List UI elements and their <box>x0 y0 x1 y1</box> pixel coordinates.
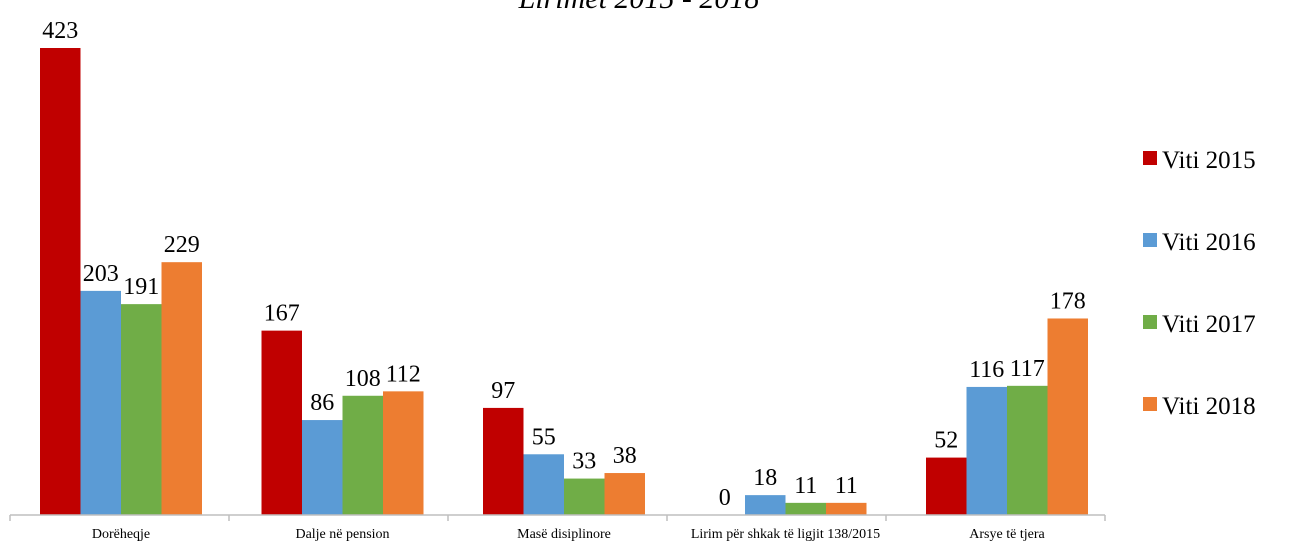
bars-group <box>40 48 1088 515</box>
bar <box>564 478 605 515</box>
legend-swatch <box>1143 233 1157 247</box>
data-label: 112 <box>386 361 421 387</box>
category-label: Masë disiplinore <box>517 527 611 542</box>
category-label: Dalje në pension <box>295 527 389 542</box>
legend-label: Viti 2015 <box>1162 147 1256 174</box>
legend-swatch <box>1143 315 1157 329</box>
data-label: 167 <box>264 301 300 327</box>
bar <box>483 407 524 515</box>
bar <box>826 502 867 515</box>
legend-label: Viti 2017 <box>1162 311 1256 338</box>
data-label: 86 <box>310 390 334 416</box>
bar <box>1007 385 1048 515</box>
data-label: 0 <box>719 485 731 511</box>
data-label: 33 <box>572 449 596 475</box>
bar <box>1047 318 1088 515</box>
data-label: 229 <box>164 232 200 258</box>
data-label: 108 <box>345 366 381 392</box>
data-label: 117 <box>1010 356 1045 382</box>
bar <box>966 386 1007 515</box>
data-label: 97 <box>491 378 515 404</box>
bar <box>785 502 826 515</box>
chart-title: Lirimet 2015 - 2018 <box>518 0 760 15</box>
legend-label: Viti 2018 <box>1162 393 1256 420</box>
bar <box>261 330 302 515</box>
bar <box>40 48 81 515</box>
data-label: 203 <box>83 261 119 287</box>
data-label: 116 <box>969 357 1004 383</box>
legend-label: Viti 2016 <box>1162 229 1256 256</box>
bar <box>302 420 343 515</box>
x-axis-ticks <box>9 515 1106 521</box>
legend: Viti 2015 Viti 2016 Viti 2017 Viti 2018 <box>1143 147 1256 420</box>
legend-swatch <box>1143 151 1157 165</box>
data-label: 178 <box>1050 288 1086 314</box>
legend-swatch <box>1143 397 1157 411</box>
bar <box>383 391 424 515</box>
bar <box>342 395 383 515</box>
bar <box>604 473 645 515</box>
category-label: Arsye të tjera <box>969 527 1045 542</box>
category-label: Lirim për shkak të ligjit 138/2015 <box>691 527 880 542</box>
data-label: 55 <box>532 424 556 450</box>
bar <box>121 304 162 515</box>
bar <box>80 290 121 515</box>
data-label: 38 <box>613 443 637 469</box>
data-label: 52 <box>934 428 958 454</box>
bar <box>161 262 202 515</box>
data-label: 11 <box>794 473 817 499</box>
bar <box>926 457 967 515</box>
data-label: 191 <box>123 274 159 300</box>
category-label: Dorëheqje <box>92 527 150 542</box>
category-labels-group: Dorëheqje Dalje në pension Masë disiplinor… <box>92 527 1046 542</box>
data-label: 423 <box>42 18 78 44</box>
data-label: 11 <box>835 473 858 499</box>
data-label: 18 <box>753 465 777 491</box>
bar <box>523 454 564 515</box>
bar <box>745 495 786 515</box>
